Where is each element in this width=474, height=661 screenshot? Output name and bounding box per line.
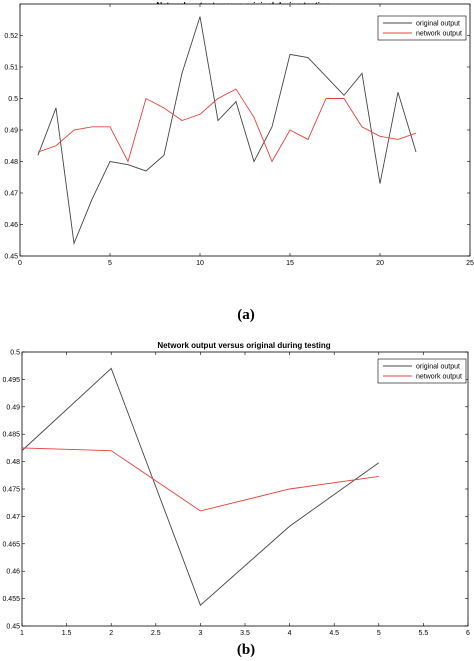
chart-b-y-ticks: 0.45 0.455 0.46 0.465 0.47 0.475 0.48 0.485 0.49… xyxy=(2,350,468,631)
chart-a-y-ticks: 0.45 0.46 0.47 0.48 0.49 0.5 0.51 0.52 xyxy=(4,33,470,261)
chart-a-ytick-label: 0.49 xyxy=(4,128,18,135)
chart-a-ytick-label: 0.52 xyxy=(4,33,18,40)
chart-b-xtick-label: 1 xyxy=(20,630,24,637)
chart-b-ytick-label: 0.455 xyxy=(2,596,20,603)
chart-b-ytick-label: 0.475 xyxy=(2,487,20,494)
chart-a-ytick-label: 0.51 xyxy=(4,65,18,72)
chart-a-legend-box xyxy=(377,15,467,41)
chart-b-xtick-label: 5 xyxy=(377,630,381,637)
chart-a: Network output versus original during te… xyxy=(4,1,474,323)
chart-b-caption: (b) xyxy=(237,642,255,658)
chart-b-ytick-label: 0.47 xyxy=(6,514,20,521)
chart-b-ytick-label: 0.485 xyxy=(2,432,20,439)
chart-b-xtick-label: 3.5 xyxy=(240,630,250,637)
chart-b-xtick-label: 2.5 xyxy=(151,630,161,637)
chart-a-xtick-label: 5 xyxy=(108,260,112,267)
chart-b-ytick-label: 0.49 xyxy=(6,404,20,411)
chart-b-legend-original: original output xyxy=(416,364,460,371)
chart-a-legend-network: network output xyxy=(416,31,462,38)
chart-b-ytick-label: 0.46 xyxy=(6,569,20,576)
chart-a-xtick-label: 15 xyxy=(286,260,294,267)
chart-b-ytick-label: 0.465 xyxy=(2,541,20,548)
chart-a-ytick-label: 0.5 xyxy=(8,96,18,103)
chart-a-xtick-label: 10 xyxy=(196,260,204,267)
chart-a-caption: (a) xyxy=(237,307,255,323)
chart-b-xtick-label: 4 xyxy=(288,630,292,637)
chart-b-ytick-label: 0.48 xyxy=(6,459,20,466)
chart-b-legend: original output network output xyxy=(377,358,467,384)
chart-b: Network output versus original during te… xyxy=(2,341,470,658)
chart-a-x-ticks: 0 5 10 15 20 25 xyxy=(18,4,474,267)
chart-b-plot-area xyxy=(21,351,469,627)
chart-b-xtick-label: 6 xyxy=(466,630,470,637)
chart-a-ytick-label: 0.47 xyxy=(4,191,18,198)
chart-b-series-network-line xyxy=(21,447,379,512)
chart-b-xtick-label: 1.5 xyxy=(62,630,72,637)
chart-a-legend-original: original output xyxy=(416,21,460,28)
chart-b-title: Network output versus original during te… xyxy=(157,341,330,350)
chart-b-series-original-line xyxy=(21,367,380,606)
chart-a-xtick-label: 20 xyxy=(376,260,384,267)
chart-a-series xyxy=(37,16,417,246)
chart-b-legend-box xyxy=(377,358,467,384)
chart-b-ytick-label: 0.495 xyxy=(2,377,20,384)
chart-b-x-ticks: 1 1.5 2 2.5 3 3.5 4 4.5 5 5.5 6 xyxy=(20,352,470,637)
chart-a-series-network-line xyxy=(37,88,417,163)
chart-a-plot-area xyxy=(19,3,471,257)
chart-a-legend: original output network output xyxy=(377,15,467,41)
chart-b-legend-network: network output xyxy=(416,374,462,381)
chart-a-ytick-label: 0.45 xyxy=(4,254,18,261)
chart-b-ytick-label: 0.45 xyxy=(6,624,20,631)
chart-a-ytick-label: 0.48 xyxy=(4,159,18,166)
chart-b-ytick-label: 0.5 xyxy=(10,350,20,357)
chart-b-xtick-label: 3 xyxy=(198,630,202,637)
chart-a-series-original-line xyxy=(37,16,417,246)
chart-b-series xyxy=(21,367,380,606)
chart-b-xtick-label: 5.5 xyxy=(419,630,429,637)
chart-a-xtick-label: 25 xyxy=(466,260,474,267)
chart-b-xtick-label: 2 xyxy=(109,630,113,637)
chart-b-xtick-label: 4.5 xyxy=(329,630,339,637)
chart-a-xtick-label: 0 xyxy=(18,260,22,267)
chart-a-ytick-label: 0.46 xyxy=(4,222,18,229)
